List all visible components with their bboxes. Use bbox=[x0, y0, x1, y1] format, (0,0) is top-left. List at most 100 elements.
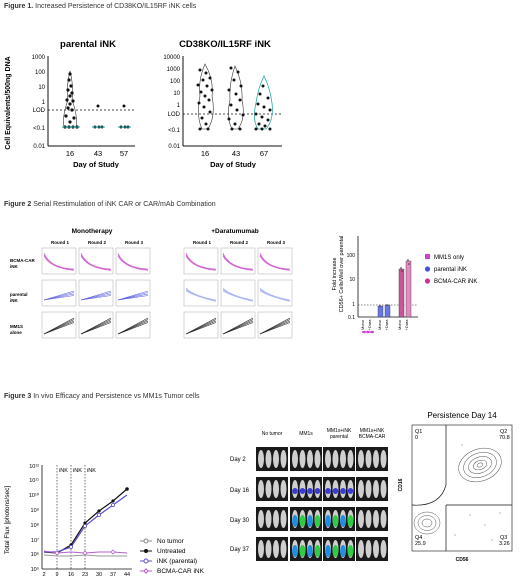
restim-curve bbox=[222, 322, 254, 335]
mouse-silhouette bbox=[373, 510, 379, 528]
mouse-silhouette bbox=[358, 510, 364, 528]
svg-text:100: 100 bbox=[170, 79, 181, 85]
bar-xticks: Mono +Dara Mono +Dara Mono +Dara bbox=[360, 319, 409, 331]
bar-car-dara bbox=[405, 260, 412, 318]
restim-curve bbox=[259, 254, 291, 271]
mouse-silhouette bbox=[273, 480, 279, 498]
bar-mm1s bbox=[362, 330, 374, 334]
right-xticks: 16 43 67 bbox=[201, 149, 268, 158]
svg-text:1: 1 bbox=[42, 100, 46, 106]
flux-yticks: 10¹² 10¹¹ 10¹⁰ 10⁹ 10⁸ 10⁷ 10⁶ 10⁵ bbox=[29, 464, 40, 573]
svg-text:Q4: Q4 bbox=[415, 535, 422, 541]
restim-subplot bbox=[41, 279, 77, 307]
svg-text:MM1s+iNK: MM1s+iNK bbox=[360, 428, 385, 434]
mouse-silhouette bbox=[258, 540, 264, 558]
facs-contour-q4 bbox=[413, 511, 441, 535]
figure3-caption: Figure 3 In vivo Efficacy and Persistenc… bbox=[4, 393, 200, 400]
bar-parental-mono bbox=[377, 305, 384, 318]
restim-curve bbox=[185, 287, 217, 301]
svg-text:BCMA-CAR iNK: BCMA-CAR iNK bbox=[434, 279, 477, 285]
svg-text:67: 67 bbox=[260, 149, 268, 158]
legend-marker-parental bbox=[143, 558, 149, 564]
mouse-silhouette bbox=[292, 450, 298, 468]
right-points-day43 bbox=[227, 66, 245, 131]
restim-subplot bbox=[257, 311, 293, 339]
svg-text:100: 100 bbox=[35, 70, 46, 76]
restim-subplot bbox=[115, 279, 151, 307]
svg-text:Day 30: Day 30 bbox=[230, 518, 250, 524]
restim-curve bbox=[117, 252, 149, 270]
restim-curve bbox=[259, 288, 291, 301]
luminescence-signal bbox=[347, 515, 354, 527]
luminescence-signal bbox=[314, 545, 321, 557]
legend-marker-untreated bbox=[144, 549, 148, 553]
svg-text:+Dara: +Dara bbox=[384, 319, 389, 331]
svg-text:parental: parental bbox=[330, 434, 348, 440]
restim-curve bbox=[259, 253, 291, 270]
svg-text:10: 10 bbox=[349, 277, 355, 283]
flux-legend: No tumor Untreated iNK (parental) BCMA-C… bbox=[140, 538, 205, 575]
svg-text:23: 23 bbox=[82, 572, 88, 578]
bar-parental-dara bbox=[384, 304, 391, 318]
bar-ylabel-1: Fold increase bbox=[332, 257, 338, 290]
left-points-day43 bbox=[93, 104, 104, 129]
svg-text:iNK: iNK bbox=[87, 468, 96, 474]
restim-subplot bbox=[115, 311, 151, 339]
mouse-silhouette bbox=[380, 480, 387, 498]
left-violin-day16 bbox=[63, 70, 79, 129]
svg-text:Untreated: Untreated bbox=[157, 548, 186, 555]
svg-text:10⁷: 10⁷ bbox=[31, 537, 39, 544]
restim-curve bbox=[80, 255, 112, 271]
mouse-silhouette bbox=[280, 480, 287, 498]
svg-text:43: 43 bbox=[232, 149, 240, 158]
mouse-silhouette bbox=[365, 540, 372, 558]
restim-curve bbox=[80, 295, 112, 301]
facs-contour-q2 bbox=[458, 447, 502, 483]
luminescence-signal bbox=[314, 488, 321, 494]
svg-text:Mono: Mono bbox=[397, 319, 402, 330]
svg-text:iNK: iNK bbox=[59, 468, 68, 474]
svg-text:0.01: 0.01 bbox=[168, 144, 180, 150]
bar-car-mono bbox=[398, 268, 405, 318]
mouse-silhouette bbox=[280, 510, 287, 528]
restim-curve bbox=[259, 290, 291, 302]
svg-text:Day 16: Day 16 bbox=[230, 488, 250, 494]
svg-text:10⁵: 10⁵ bbox=[31, 566, 39, 573]
mouse-silhouette bbox=[380, 540, 387, 558]
svg-text:+Dara: +Dara bbox=[367, 319, 372, 331]
figure3-panel: Total Flux [photons/sec] 10¹² 10¹¹ 10¹⁰ … bbox=[4, 411, 513, 578]
mouse-silhouette bbox=[280, 450, 287, 468]
round-headers: Round 1 Round 2 Round 3 Round 1 Round 2 … bbox=[51, 240, 285, 245]
luminescence-signal bbox=[325, 488, 331, 494]
restim-curve bbox=[185, 290, 217, 302]
luminescence-signal bbox=[325, 515, 331, 527]
svg-text:Round 3: Round 3 bbox=[125, 240, 143, 245]
restim-curve bbox=[80, 252, 112, 270]
mouse-silhouette bbox=[265, 480, 272, 498]
legend-marker-notumor bbox=[143, 538, 149, 544]
svg-text:Round 1: Round 1 bbox=[193, 240, 211, 245]
restim-curve bbox=[259, 289, 291, 302]
mouse-silhouette bbox=[380, 450, 387, 468]
mouse-silhouette bbox=[373, 540, 379, 558]
luminescence-signal bbox=[347, 488, 354, 494]
svg-text:BCMA-CAR: BCMA-CAR bbox=[359, 434, 386, 440]
svg-text:Q2: Q2 bbox=[500, 429, 507, 435]
restim-curve bbox=[222, 287, 254, 301]
svg-text:9: 9 bbox=[55, 572, 58, 578]
luminescence-signal bbox=[292, 545, 298, 557]
restim-curve bbox=[117, 253, 149, 270]
restim-curve bbox=[43, 253, 75, 270]
restim-curve bbox=[80, 254, 112, 271]
right-points-day16 bbox=[196, 68, 214, 131]
left-plot-title: parental iNK bbox=[60, 39, 116, 50]
mouse-silhouette bbox=[265, 450, 272, 468]
mouse-silhouette bbox=[307, 450, 313, 468]
figure2-caption: Figure 2 Serial Restimulation of iNK CAR… bbox=[4, 201, 216, 208]
mouse-silhouette bbox=[358, 540, 364, 558]
luminescence-signal bbox=[314, 515, 321, 527]
luminescence-signal bbox=[332, 545, 339, 557]
restim-curve bbox=[222, 252, 254, 270]
luminescence-signal bbox=[299, 488, 306, 494]
